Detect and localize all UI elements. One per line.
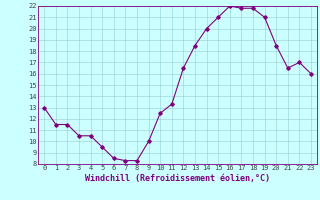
X-axis label: Windchill (Refroidissement éolien,°C): Windchill (Refroidissement éolien,°C): [85, 174, 270, 183]
